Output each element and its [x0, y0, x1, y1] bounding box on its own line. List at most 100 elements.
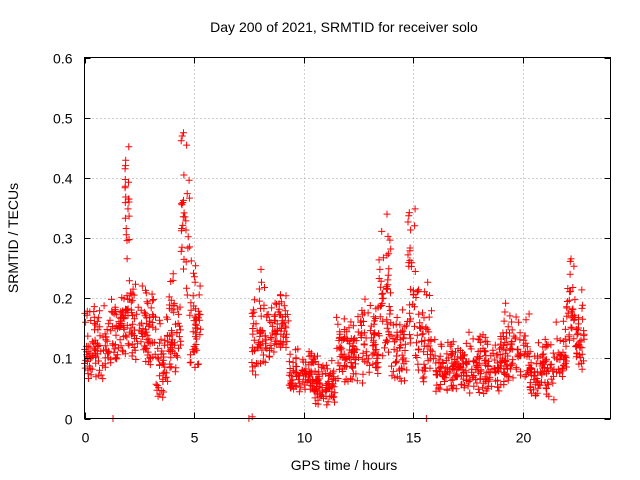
- data-point: [292, 368, 300, 376]
- data-point: [322, 370, 330, 377]
- data-point: [512, 365, 520, 373]
- data-point: [501, 338, 509, 346]
- data-point: [360, 318, 367, 325]
- data-point: [525, 310, 533, 318]
- data-point: [384, 232, 392, 240]
- data-point: [392, 358, 399, 366]
- data-point: [572, 353, 580, 361]
- data-point: [422, 325, 430, 333]
- data-point: [167, 363, 175, 371]
- data-point: [420, 360, 428, 368]
- data-point: [92, 373, 100, 381]
- data-point: [323, 401, 331, 409]
- data-point: [178, 225, 186, 232]
- data-point: [378, 290, 386, 298]
- data-point: [248, 413, 256, 421]
- data-point: [305, 352, 313, 360]
- data-point: [285, 371, 293, 379]
- data-point: [562, 342, 570, 350]
- data-point: [357, 334, 365, 341]
- data-point: [534, 384, 542, 392]
- data-point: [148, 290, 156, 298]
- data-point: [404, 251, 412, 259]
- data-point: [130, 291, 138, 299]
- data-point: [349, 370, 357, 378]
- data-point: [331, 398, 338, 406]
- data-point: [499, 329, 507, 337]
- data-point: [330, 393, 338, 401]
- data-point: [85, 375, 92, 382]
- data-point: [345, 324, 353, 332]
- data-point: [424, 278, 432, 286]
- y-tick-label: 0.1: [53, 351, 73, 367]
- data-point: [335, 365, 343, 373]
- data-point: [370, 331, 378, 338]
- data-point: [249, 325, 257, 332]
- data-point: [547, 360, 555, 368]
- data-point: [141, 312, 149, 320]
- data-point: [155, 384, 162, 392]
- data-point: [415, 310, 423, 318]
- data-point: [449, 363, 457, 370]
- data-point: [170, 302, 178, 310]
- data-point: [248, 344, 256, 352]
- data-point: [512, 334, 520, 342]
- data-point: [538, 378, 545, 386]
- data-point: [379, 352, 387, 360]
- data-point: [412, 294, 420, 301]
- data-point: [322, 361, 330, 369]
- data-point: [431, 336, 439, 344]
- data-point: [403, 366, 411, 374]
- data-point: [160, 368, 168, 376]
- data-point: [138, 319, 146, 327]
- data-point: [457, 371, 465, 379]
- data-point: [175, 333, 183, 341]
- data-point: [454, 353, 462, 361]
- data-point: [96, 332, 104, 340]
- data-point: [507, 345, 515, 353]
- y-tick-label: 0.4: [53, 171, 73, 187]
- data-point: [192, 320, 199, 328]
- data-point: [377, 277, 385, 285]
- data-point: [376, 313, 384, 321]
- data-point: [418, 330, 426, 338]
- data-point: [267, 319, 275, 326]
- data-point: [314, 360, 322, 368]
- data-point: [266, 342, 274, 349]
- data-point: [370, 349, 378, 357]
- data-point: [104, 354, 112, 362]
- data-point: [527, 359, 535, 367]
- data-point: [521, 332, 529, 340]
- data-point: [489, 346, 497, 354]
- data-point: [474, 335, 482, 343]
- data-point: [445, 354, 453, 362]
- data-point: [411, 268, 419, 275]
- x-tick-label: 10: [297, 430, 313, 446]
- data-point: [293, 373, 300, 380]
- data-point: [350, 347, 358, 355]
- data-point: [333, 313, 341, 321]
- data-point: [561, 325, 569, 333]
- data-point: [116, 323, 124, 331]
- data-point: [579, 315, 587, 323]
- data-point: [497, 359, 505, 367]
- data-point: [271, 316, 278, 324]
- data-point: [307, 351, 315, 359]
- data-point: [563, 298, 571, 305]
- data-point: [389, 321, 397, 329]
- data-point: [192, 321, 200, 329]
- data-point: [392, 336, 400, 344]
- data-point: [381, 344, 388, 352]
- data-point: [334, 320, 342, 328]
- data-point: [248, 359, 256, 366]
- data-point: [103, 326, 111, 333]
- data-point: [192, 341, 200, 348]
- data-point: [470, 372, 478, 379]
- data-point: [401, 323, 409, 331]
- data-point: [502, 358, 510, 366]
- tick-labels: 0 5 10 15 20 0 0.1 0.2 0.3 0.4 0.5 0.6: [53, 51, 531, 446]
- data-point: [251, 296, 259, 304]
- data-point: [169, 276, 177, 284]
- data-point: [101, 363, 109, 371]
- data-point: [484, 340, 492, 348]
